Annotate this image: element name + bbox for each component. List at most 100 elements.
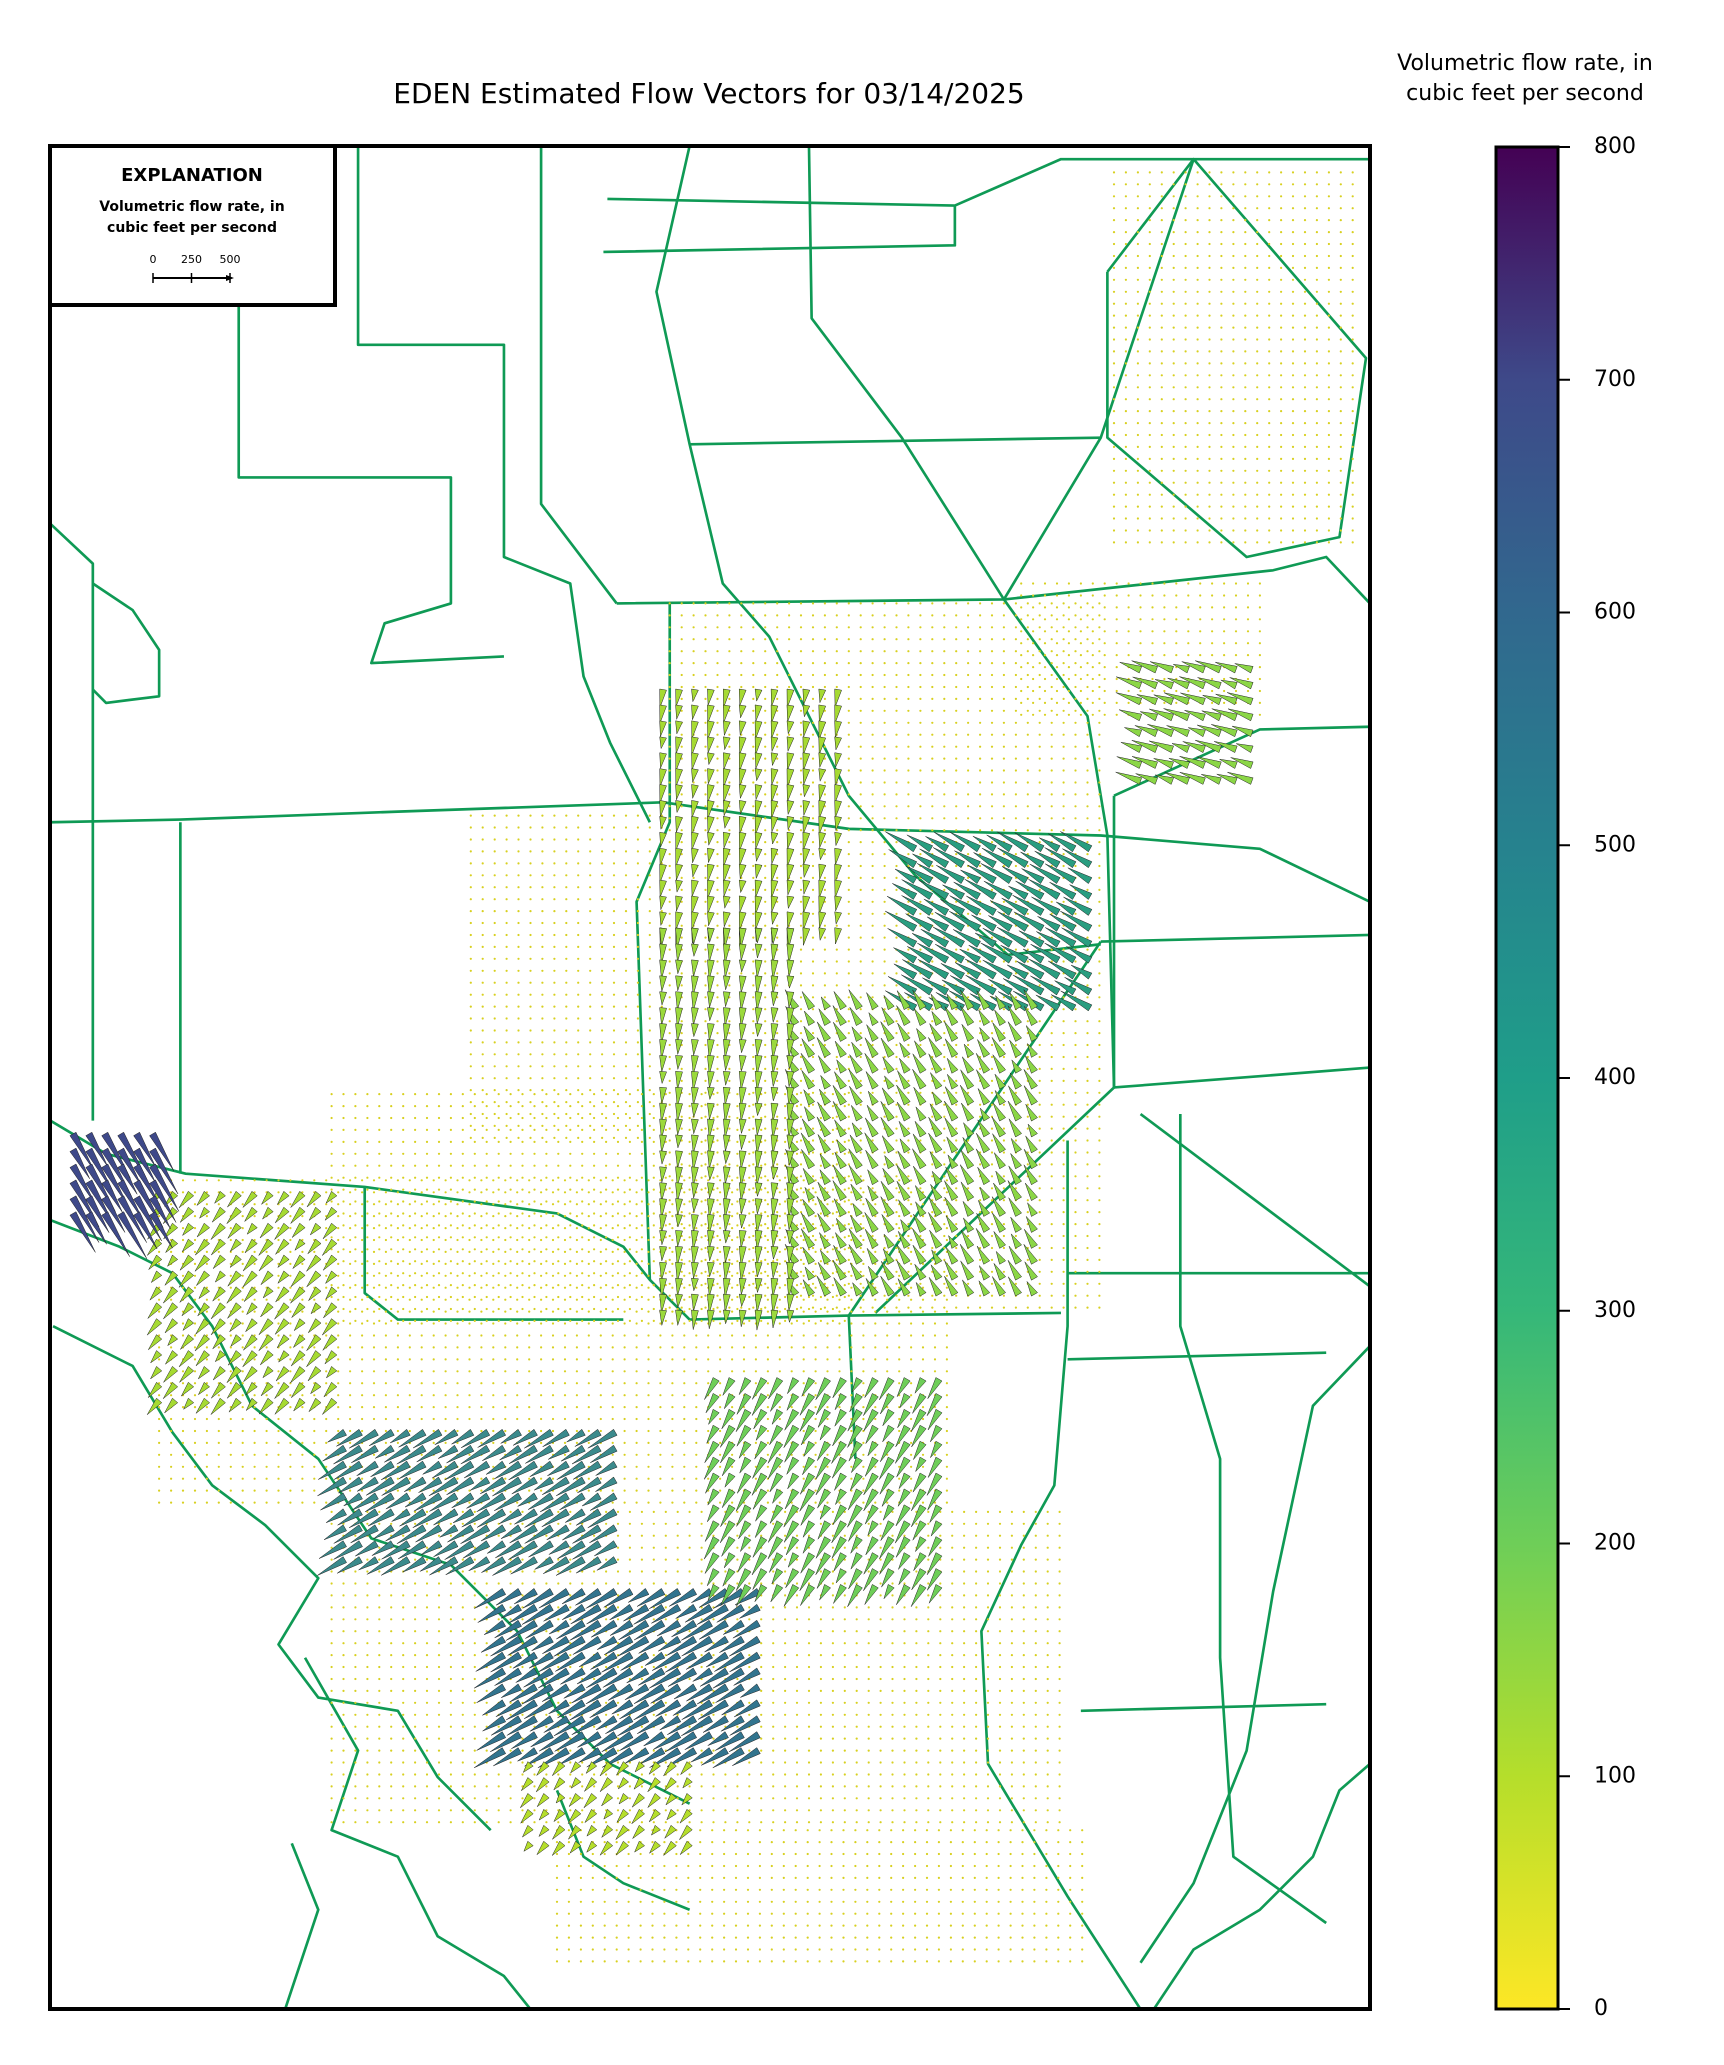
grid-point xyxy=(1149,398,1151,400)
grid-point xyxy=(800,996,802,998)
grid-point xyxy=(1208,506,1210,508)
grid-point xyxy=(1352,231,1354,233)
grid-point xyxy=(764,1008,766,1010)
grid-point xyxy=(860,949,862,951)
grid-point xyxy=(1268,350,1270,352)
grid-point xyxy=(728,1175,730,1177)
grid-point xyxy=(955,1092,957,1094)
grid-point xyxy=(693,674,695,676)
grid-point xyxy=(1187,582,1189,584)
grid-point xyxy=(1161,482,1163,484)
grid-point xyxy=(569,1272,571,1274)
grid-point xyxy=(450,1224,452,1226)
grid-point xyxy=(848,1271,850,1273)
grid-point xyxy=(581,1093,583,1095)
grid-point xyxy=(1220,327,1222,329)
grid-point xyxy=(931,674,933,676)
grid-point xyxy=(731,1203,733,1205)
grid-point xyxy=(1137,410,1139,412)
grid-point xyxy=(931,626,933,628)
grid-point xyxy=(1074,1307,1076,1309)
grid-point xyxy=(955,960,957,962)
grid-point xyxy=(812,722,814,724)
grid-point xyxy=(1020,606,1022,608)
grid-point xyxy=(517,850,519,852)
grid-point xyxy=(438,1141,440,1143)
grid-point xyxy=(1137,362,1139,364)
grid-point xyxy=(1268,195,1270,197)
grid-point xyxy=(931,1247,933,1249)
grid-point xyxy=(390,1093,392,1095)
grid-point xyxy=(716,1223,718,1225)
grid-point xyxy=(1232,195,1234,197)
grid-point xyxy=(907,1223,909,1225)
grid-point xyxy=(629,1212,631,1214)
grid-point xyxy=(1044,642,1046,644)
grid-point xyxy=(569,1284,571,1286)
grid-point xyxy=(1304,470,1306,472)
grid-point xyxy=(653,1224,655,1226)
grid-point xyxy=(1149,267,1151,269)
grid-point xyxy=(470,1077,472,1079)
grid-point xyxy=(669,674,671,676)
grid-point xyxy=(943,638,945,640)
grid-point xyxy=(541,1077,543,1079)
grid-point xyxy=(1125,529,1127,531)
grid-point xyxy=(895,1056,897,1058)
grid-point xyxy=(1316,398,1318,400)
grid-point xyxy=(414,1165,416,1167)
grid-point xyxy=(979,722,981,724)
grid-point xyxy=(848,1163,850,1165)
grid-point xyxy=(1340,446,1342,448)
grid-point xyxy=(613,838,615,840)
grid-point xyxy=(492,1227,494,1229)
grid-point xyxy=(820,1248,822,1250)
grid-point xyxy=(409,1227,411,1229)
grid-point xyxy=(836,960,838,962)
grid-point xyxy=(979,793,981,795)
grid-point xyxy=(895,1223,897,1225)
grid-point xyxy=(506,874,508,876)
grid-point xyxy=(967,722,969,724)
grid-point xyxy=(588,1191,590,1193)
grid-point xyxy=(533,1248,535,1250)
grid-point xyxy=(1211,630,1213,632)
grid-point xyxy=(752,650,754,652)
grid-point xyxy=(784,1272,786,1274)
grid-point xyxy=(1352,219,1354,221)
grid-point xyxy=(510,1153,512,1155)
grid-point xyxy=(1256,183,1258,185)
grid-point xyxy=(812,817,814,819)
grid-point xyxy=(1247,690,1249,692)
grid-point xyxy=(1098,758,1100,760)
grid-point xyxy=(848,1020,850,1022)
grid-point xyxy=(784,1296,786,1298)
grid-point xyxy=(1098,1271,1100,1273)
grid-point xyxy=(506,982,508,984)
grid-point xyxy=(1280,207,1282,209)
grid-point xyxy=(669,1187,671,1189)
grid-point xyxy=(366,1093,368,1095)
grid-point xyxy=(669,1080,671,1082)
grid-point xyxy=(848,853,850,855)
grid-point xyxy=(541,934,543,936)
grid-point xyxy=(701,1308,703,1310)
grid-point xyxy=(533,1260,535,1262)
grid-point xyxy=(1051,614,1053,616)
grid-point xyxy=(1235,606,1237,608)
grid-point xyxy=(1185,171,1187,173)
grid-point xyxy=(605,1236,607,1238)
grid-point xyxy=(1051,1128,1053,1130)
grid-point xyxy=(824,925,826,927)
grid-point xyxy=(955,1247,957,1249)
grid-point xyxy=(716,984,718,986)
grid-point xyxy=(812,901,814,903)
grid-point xyxy=(1039,1163,1041,1165)
grid-point xyxy=(1032,690,1034,692)
grid-point xyxy=(695,1179,697,1181)
grid-point xyxy=(194,1215,196,1217)
grid-point xyxy=(895,1247,897,1249)
grid-point xyxy=(1137,279,1139,281)
grid-point xyxy=(624,1251,626,1253)
